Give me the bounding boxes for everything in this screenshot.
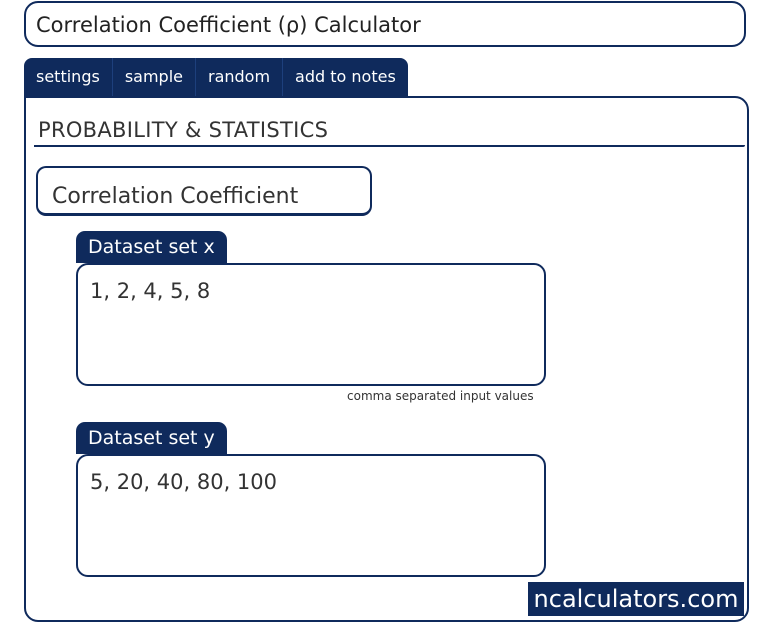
dataset-y-value: 5, 20, 40, 80, 100 <box>90 470 278 494</box>
dataset-y-label: Dataset set y <box>76 422 227 454</box>
tab-random[interactable]: random <box>194 58 282 96</box>
title-bar: Correlation Coefficient (ρ) Calculator <box>24 1 746 47</box>
tab-sample[interactable]: sample <box>111 58 195 96</box>
tab-bar: settings sample random add to notes <box>24 58 408 96</box>
tab-add-to-notes[interactable]: add to notes <box>282 58 408 96</box>
brand-logo[interactable]: ncalculators.com <box>528 582 744 616</box>
category-heading: PROBABILITY & STATISTICS <box>38 118 329 142</box>
dataset-y-input[interactable]: 5, 20, 40, 80, 100 <box>76 454 546 577</box>
tab-settings[interactable]: settings <box>36 67 100 86</box>
dataset-x-hint: comma separated input values <box>347 389 534 403</box>
calculator-name: Correlation Coefficient <box>52 184 299 209</box>
page-title: Correlation Coefficient (ρ) Calculator <box>36 13 421 37</box>
category-divider <box>34 145 745 147</box>
calculator-name-box: Correlation Coefficient <box>36 166 372 216</box>
dataset-x-input[interactable]: 1, 2, 4, 5, 8 <box>76 263 546 386</box>
dataset-x-label: Dataset set x <box>76 231 227 263</box>
dataset-x-value: 1, 2, 4, 5, 8 <box>90 279 211 303</box>
